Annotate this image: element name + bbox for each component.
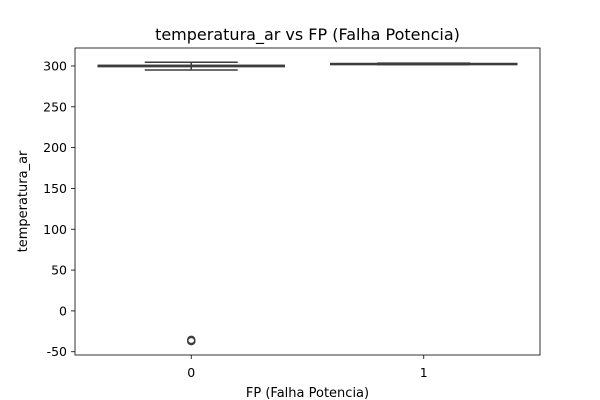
y-tick-label: 100 bbox=[43, 222, 67, 237]
y-tick-label: -50 bbox=[47, 344, 67, 359]
box-group-1 bbox=[330, 62, 518, 66]
chart-title: temperatura_ar vs FP (Falha Potencia) bbox=[155, 25, 460, 45]
y-tick-label: 250 bbox=[43, 99, 67, 114]
y-axis: -50 0 50 100 150 200 250 300 bbox=[43, 58, 75, 359]
x-tick-label: 1 bbox=[420, 365, 428, 380]
y-tick-label: 50 bbox=[51, 263, 67, 278]
x-tick-label: 0 bbox=[187, 365, 195, 380]
y-tick-label: 150 bbox=[43, 181, 67, 196]
box-group-0 bbox=[97, 61, 285, 346]
y-tick-label: 0 bbox=[59, 303, 67, 318]
plot-frame bbox=[74, 47, 541, 356]
y-tick-label: 200 bbox=[43, 140, 67, 155]
x-axis-label: FP (Falha Potencia) bbox=[246, 386, 369, 400]
plot-layer bbox=[97, 61, 518, 346]
outlier-point bbox=[186, 336, 196, 346]
y-tick-label: 300 bbox=[43, 58, 67, 73]
y-axis-label: temperatura_ar bbox=[16, 150, 31, 252]
